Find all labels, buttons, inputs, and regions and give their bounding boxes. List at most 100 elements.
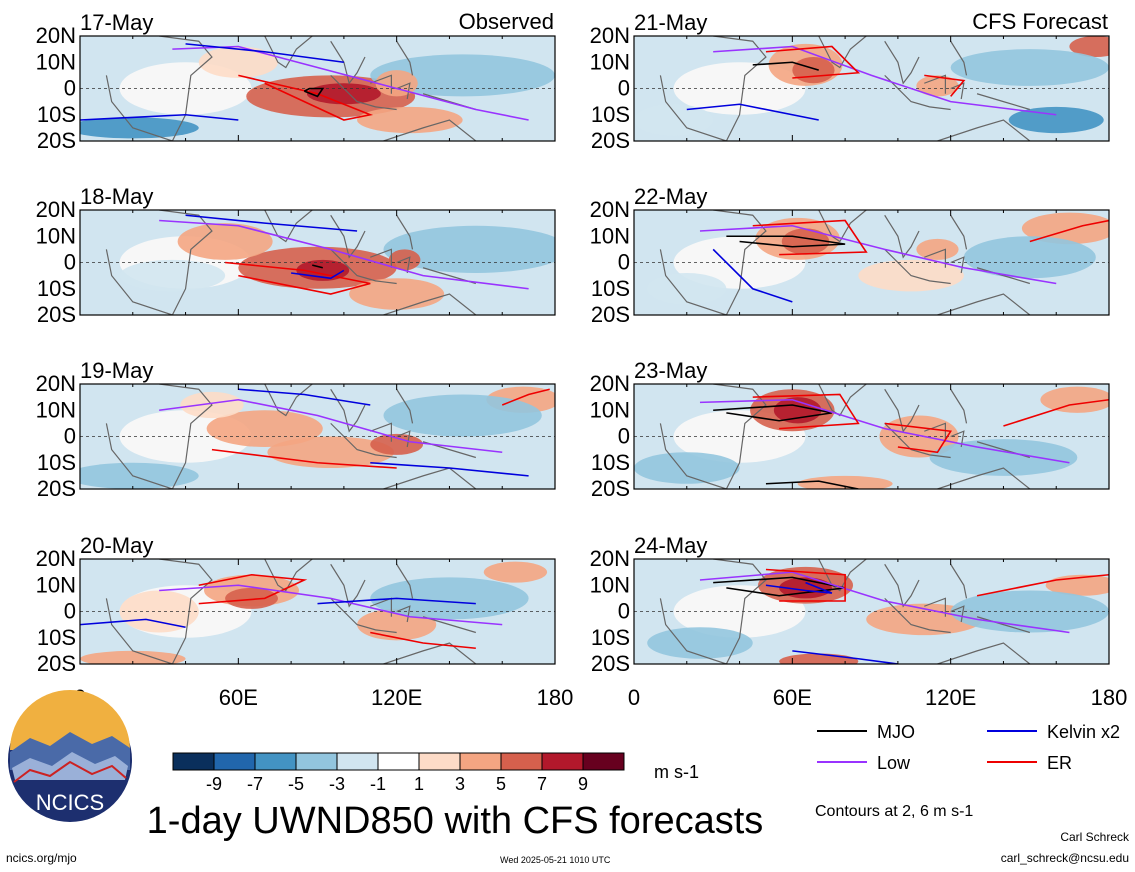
colorbar-label: 3 [455, 774, 465, 794]
coastline [396, 82, 411, 100]
colorbar-label: -9 [206, 774, 222, 794]
coastline [884, 74, 951, 111]
panel-21-May: 21-May [633, 10, 1110, 142]
coastline [659, 384, 767, 489]
panel-frame [633, 558, 1110, 665]
colorbar-label: -3 [329, 774, 345, 794]
logo-line [13, 760, 127, 783]
coastline [383, 293, 477, 315]
coastline [884, 248, 951, 285]
coastline [264, 210, 313, 243]
anomaly-region [781, 228, 830, 255]
colorbar-swatch [377, 752, 420, 771]
panel-frame [79, 383, 556, 490]
contour-line [303, 87, 325, 98]
colorbar-swatch [459, 752, 502, 771]
anomaly-region [370, 433, 424, 455]
coastline [818, 36, 867, 69]
coastline [330, 248, 397, 285]
coastline [330, 422, 397, 459]
y-tick-label: 20S [37, 128, 76, 153]
colorbar-swatch [254, 752, 297, 771]
coastline [105, 384, 213, 489]
anomaly-region [647, 273, 727, 305]
colorbar-swatch [418, 752, 461, 771]
y-tick-label: 10S [591, 450, 630, 475]
coastline [659, 559, 767, 664]
y-tick-label: 0 [618, 76, 630, 101]
panel-19-May: 19-May [79, 358, 556, 490]
y-tick-label: 20S [591, 651, 630, 676]
legend-label: MJO [877, 722, 915, 742]
units-label: m s-1 [654, 762, 699, 782]
coastline [976, 93, 1031, 111]
panel-date-label: 18-May [80, 184, 153, 209]
panel-date-label: 24-May [634, 533, 707, 558]
colorbar-swatch [582, 752, 625, 771]
colorbar-label: 9 [578, 774, 588, 794]
y-tick-label: 10N [36, 397, 76, 422]
x-tick-label: 60E [219, 685, 258, 710]
coastline [884, 40, 920, 85]
coastline [105, 559, 213, 664]
contour-line [976, 573, 1109, 597]
anomaly-region [177, 223, 273, 260]
coastline [330, 74, 397, 111]
contour-line [726, 235, 846, 248]
coastline [383, 467, 477, 489]
logo-mountains [10, 732, 130, 770]
coastline [370, 422, 392, 442]
footer-timestamp: Wed 2025-05-21 1010 UTC [500, 855, 611, 865]
contour-line [370, 461, 529, 477]
anomaly-region [634, 452, 740, 484]
anomaly-region [673, 62, 806, 115]
contour-note: Contours at 2, 6 m s-1 [815, 803, 974, 820]
legend-label: Low [877, 753, 911, 773]
panel-22-May: 22-May [633, 184, 1110, 316]
figure-title: 1-day UWND850 with CFS forecasts [146, 800, 764, 842]
y-tick-label: 10S [37, 276, 76, 301]
anomaly-region [634, 104, 714, 136]
coastline [976, 616, 1031, 634]
coastline [818, 559, 867, 592]
contour-line [699, 571, 1070, 634]
logo-sun [10, 690, 130, 750]
coastline [330, 388, 366, 433]
y-tick-label: 0 [64, 599, 76, 624]
coastline [818, 384, 867, 417]
y-tick-label: 20S [591, 128, 630, 153]
contour-line [312, 264, 323, 269]
anomaly-region [357, 106, 463, 134]
coastline [924, 74, 946, 94]
anomaly-region [80, 117, 199, 139]
contour-line [238, 388, 371, 406]
x-tick-label: 120E [925, 685, 976, 710]
ncics-logo: NCICS [8, 690, 132, 822]
contour-line [159, 219, 529, 290]
y-tick-label: 10N [36, 572, 76, 597]
colorbar-swatch [336, 752, 379, 771]
y-tick-label: 0 [64, 250, 76, 275]
coastline [937, 119, 1031, 141]
coastline [884, 214, 920, 259]
anomaly-region [963, 236, 1096, 279]
y-tick-label: 20N [36, 371, 76, 396]
footer-author: Carl Schreck [1060, 830, 1129, 844]
y-tick-label: 10S [37, 625, 76, 650]
colorbar-swatch [541, 752, 584, 771]
coastline [396, 256, 411, 274]
contour-line [792, 650, 898, 664]
y-tick-label: 20N [590, 197, 630, 222]
coastline [330, 563, 366, 608]
y-tick-label: 10N [590, 223, 630, 248]
y-tick-label: 10S [37, 102, 76, 127]
panel-frame [633, 35, 1110, 142]
contour-line [80, 113, 239, 121]
contour-line [752, 393, 860, 430]
y-tick-label: 20N [590, 371, 630, 396]
contour-line [713, 45, 1057, 116]
colorbar-swatch [500, 752, 543, 771]
y-tick-label: 20N [36, 197, 76, 222]
y-tick-label: 0 [618, 424, 630, 449]
anomaly-region [383, 394, 542, 437]
